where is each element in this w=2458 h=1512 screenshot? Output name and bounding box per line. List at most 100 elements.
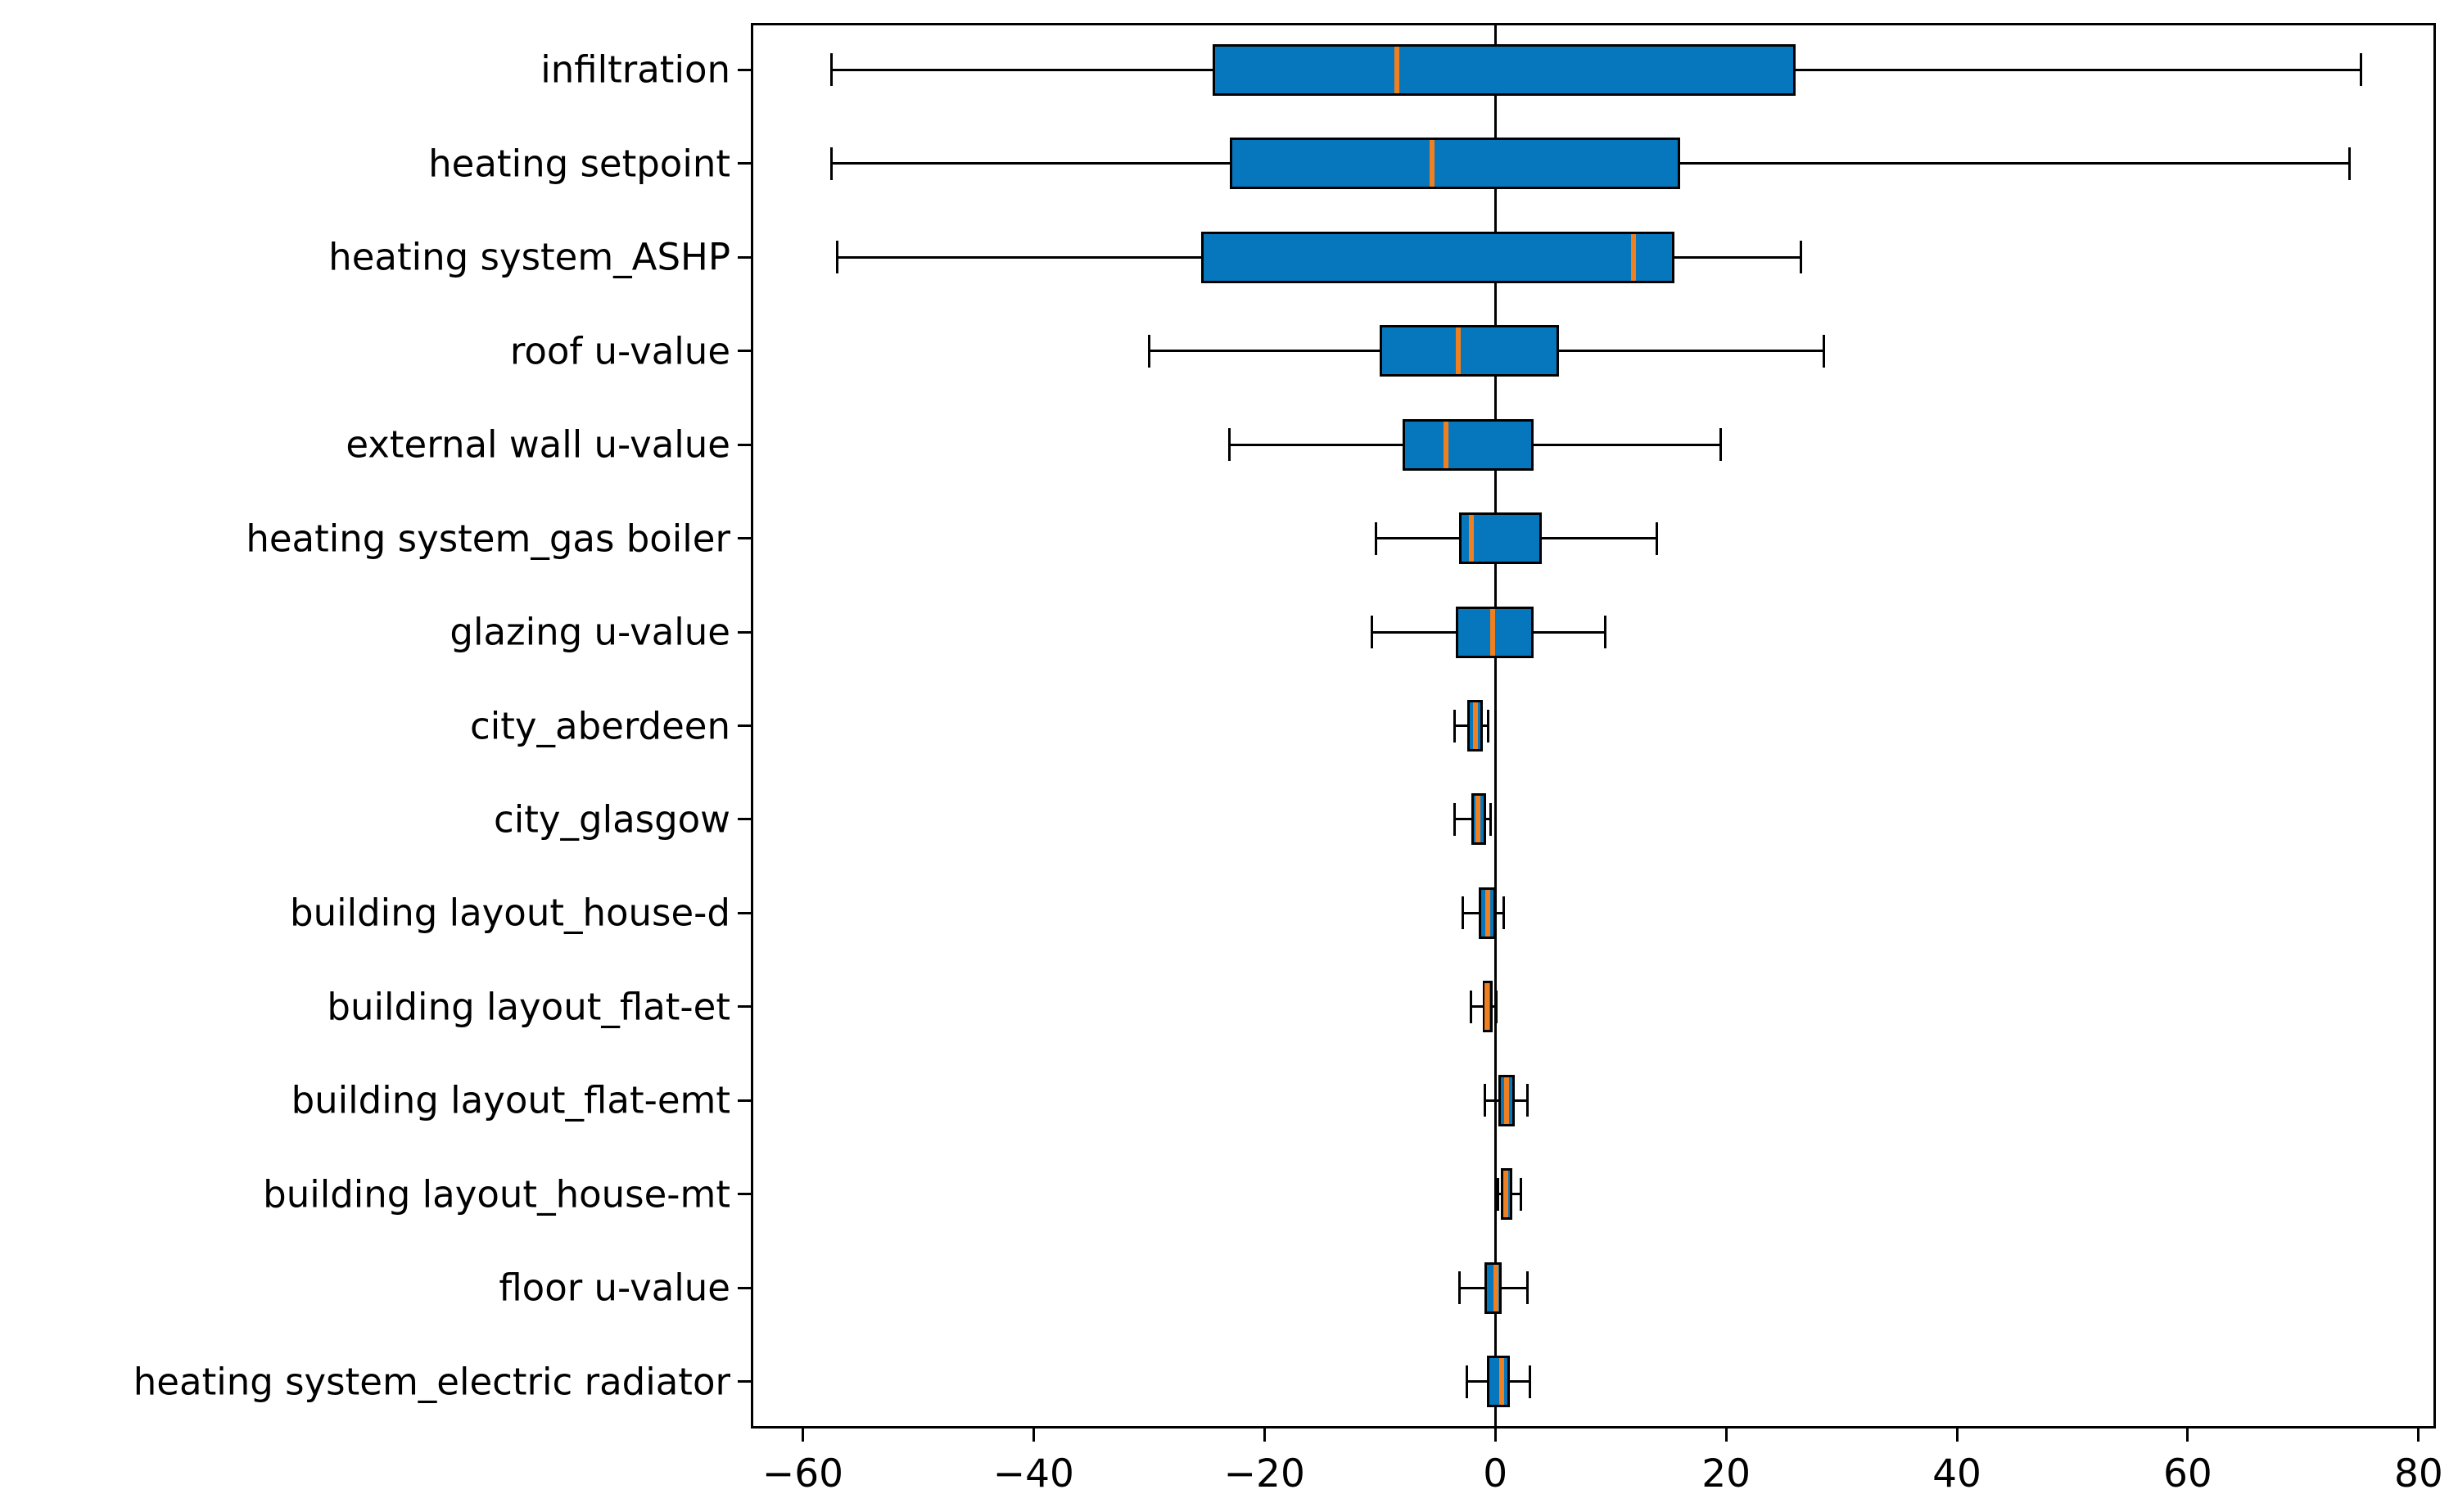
cap-min-building-layout-house-mt <box>1496 1177 1499 1211</box>
whisker-right-heating-system-ashp <box>1674 255 1801 259</box>
median-infiltration <box>1394 46 1400 93</box>
box-infiltration <box>1212 43 1796 96</box>
median-building-layout-flat-et <box>1484 983 1490 1031</box>
box-roof-u-value <box>1380 325 1559 377</box>
x-axis-tick <box>801 1429 804 1442</box>
median-glazing-u-value <box>1490 608 1496 656</box>
x-axis-tick <box>1724 1429 1728 1442</box>
cap-max-building-layout-flat-et <box>1495 990 1498 1023</box>
whisker-right-building-layout-flat-emt <box>1515 1099 1528 1102</box>
median-heating-system-gas-boiler <box>1468 515 1474 562</box>
x-axis-tick-label: 60 <box>2163 1451 2212 1496</box>
median-city-aberdeen <box>1473 702 1479 749</box>
y-axis-tick <box>738 724 751 727</box>
y-axis-tick <box>738 1005 751 1009</box>
cap-min-heating-system-electric-radiator <box>1466 1365 1469 1398</box>
x-axis-tick-label: 0 <box>1483 1451 1508 1496</box>
y-axis-tick <box>738 630 751 634</box>
whisker-right-city-aberdeen <box>1482 724 1489 727</box>
y-axis-tick <box>738 255 751 259</box>
cap-min-roof-u-value <box>1147 334 1150 368</box>
cap-min-building-layout-flat-emt <box>1483 1084 1486 1117</box>
cap-min-heating-setpoint <box>830 147 834 180</box>
y-axis-tick <box>738 443 751 446</box>
cap-min-heating-system-ashp <box>836 241 839 274</box>
whisker-left-city-glasgow <box>1454 818 1471 821</box>
cap-min-building-layout-flat-et <box>1470 990 1473 1023</box>
y-axis-tick <box>738 1286 751 1289</box>
y-axis-label-floor-u-value: floor u-value <box>499 1266 730 1310</box>
whisker-left-roof-u-value <box>1149 350 1380 353</box>
cap-max-floor-u-value <box>1526 1271 1529 1305</box>
x-axis-tick-label: 20 <box>1701 1451 1751 1496</box>
whisker-left-heating-system-ashp <box>837 255 1201 259</box>
y-axis-tick <box>738 350 751 353</box>
cap-min-city-aberdeen <box>1453 709 1457 742</box>
whisker-right-external-wall-u-value <box>1533 443 1721 446</box>
whisker-left-heating-system-electric-radiator <box>1466 1380 1487 1383</box>
median-external-wall-u-value <box>1443 421 1448 468</box>
y-axis-label-glazing-u-value: glazing u-value <box>450 610 730 654</box>
whisker-left-heating-setpoint <box>831 162 1230 165</box>
x-axis-tick-label: −20 <box>1223 1451 1305 1496</box>
y-axis-label-heating-setpoint: heating setpoint <box>428 142 730 186</box>
cap-max-building-layout-flat-emt <box>1526 1084 1529 1117</box>
x-axis-tick <box>2186 1429 2189 1442</box>
whisker-right-building-layout-house-mt <box>1512 1193 1521 1196</box>
cap-max-building-layout-house-d <box>1502 896 1505 930</box>
y-axis-tick <box>738 1193 751 1196</box>
y-axis-tick <box>738 911 751 914</box>
cap-max-heating-system-electric-radiator <box>1528 1365 1531 1398</box>
whisker-right-heating-system-electric-radiator <box>1509 1380 1530 1383</box>
box-heating-setpoint <box>1229 138 1680 190</box>
x-axis-tick-label: −60 <box>761 1451 844 1496</box>
whisker-right-city-glasgow <box>1485 818 1491 821</box>
y-axis-label-heating-system-electric-radiator: heating system_electric radiator <box>133 1360 730 1404</box>
whisker-right-heating-setpoint <box>1679 162 2350 165</box>
whisker-right-building-layout-flat-et <box>1493 1005 1497 1009</box>
whisker-left-building-layout-flat-et <box>1471 1005 1483 1009</box>
y-axis-label-roof-u-value: roof u-value <box>509 329 730 373</box>
cap-max-glazing-u-value <box>1603 616 1606 649</box>
box-heating-system-electric-radiator <box>1486 1356 1510 1408</box>
whisker-left-floor-u-value <box>1459 1286 1485 1289</box>
y-axis-tick <box>738 68 751 71</box>
whisker-right-building-layout-house-d <box>1495 911 1504 914</box>
whisker-right-heating-system-gas-boiler <box>1541 537 1657 540</box>
whisker-right-infiltration <box>1795 68 2361 71</box>
whisker-left-external-wall-u-value <box>1229 443 1403 446</box>
cap-max-roof-u-value <box>1823 334 1826 368</box>
zero-reference-line <box>1493 23 1497 1429</box>
whisker-left-infiltration <box>831 68 1213 71</box>
median-roof-u-value <box>1456 327 1462 375</box>
whisker-left-glazing-u-value <box>1371 630 1457 634</box>
median-building-layout-house-d <box>1485 889 1491 937</box>
x-axis-tick-label: 80 <box>2393 1451 2443 1496</box>
y-axis-tick <box>738 1380 751 1383</box>
y-axis-label-external-wall-u-value: external wall u-value <box>346 422 730 467</box>
median-heating-system-ashp <box>1631 233 1637 281</box>
y-axis-label-infiltration: infiltration <box>540 47 730 92</box>
cap-min-building-layout-house-d <box>1462 896 1465 930</box>
median-city-glasgow <box>1475 796 1481 843</box>
cap-max-heating-setpoint <box>2347 147 2351 180</box>
cap-max-external-wall-u-value <box>1719 428 1722 462</box>
y-axis-label-building-layout-house-mt: building layout_house-mt <box>263 1172 730 1216</box>
y-axis-label-building-layout-house-d: building layout_house-d <box>290 891 730 935</box>
y-axis-tick <box>738 537 751 540</box>
median-building-layout-house-mt <box>1502 1171 1508 1218</box>
cap-min-infiltration <box>830 53 834 87</box>
y-axis-label-city-glasgow: city_glasgow <box>493 797 730 842</box>
y-axis-tick <box>738 1099 751 1102</box>
cap-min-external-wall-u-value <box>1228 428 1231 462</box>
x-axis-tick <box>2417 1429 2420 1442</box>
whisker-right-roof-u-value <box>1558 350 1824 353</box>
cap-max-heating-system-ashp <box>1800 241 1803 274</box>
median-building-layout-flat-emt <box>1504 1076 1510 1124</box>
whisker-left-city-aberdeen <box>1454 724 1468 727</box>
box-external-wall-u-value <box>1403 418 1534 471</box>
cap-max-infiltration <box>2359 53 2362 87</box>
x-axis-tick <box>1955 1429 1959 1442</box>
cap-max-city-glasgow <box>1489 802 1493 836</box>
